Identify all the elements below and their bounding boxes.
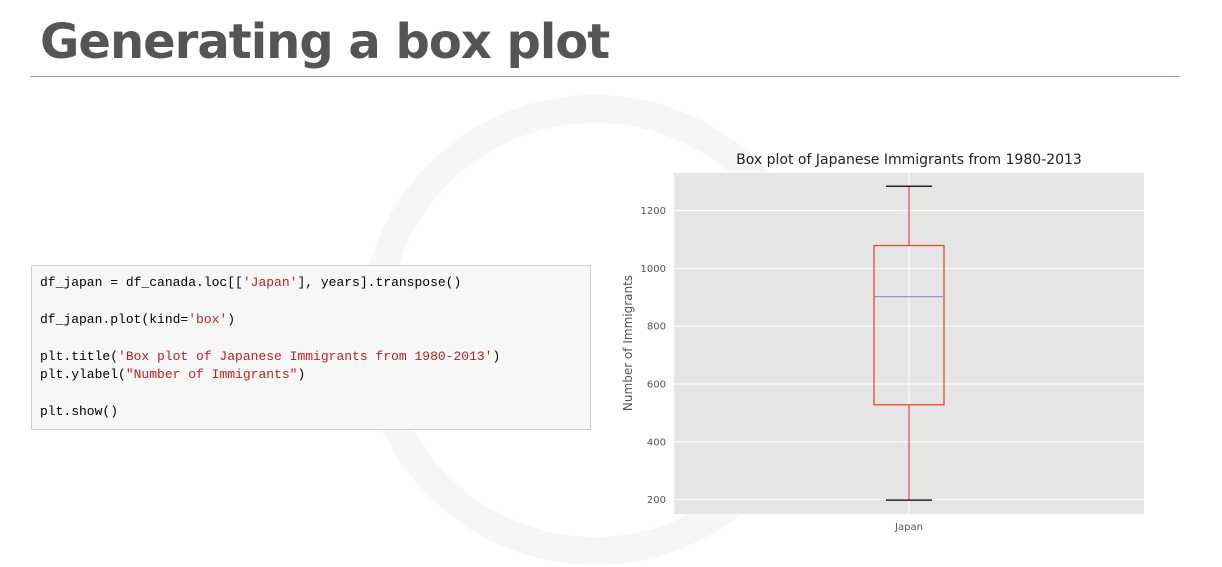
code-line-5: plt.show() [40, 404, 119, 419]
code-cell: df_japan = df_canada.loc[['Japan'], year… [31, 265, 591, 430]
y-axis-label: Number of Immigrants [621, 275, 635, 411]
y-tick-label: 600 [647, 379, 666, 390]
code-line-4: plt.ylabel("Number of Immigrants") [40, 367, 306, 382]
code-line-1: df_japan = df_canada.loc[['Japan'], year… [40, 275, 462, 290]
x-tick-label: Japan [894, 522, 923, 533]
title-divider [30, 76, 1180, 77]
iqr-box [873, 244, 945, 406]
chart-title: Box plot of Japanese Immigrants from 198… [736, 152, 1082, 168]
y-tick-label: 800 [647, 322, 666, 333]
slide-title: Generating a box plot [40, 14, 610, 70]
code-line-2: df_japan.plot(kind='box') [40, 312, 236, 327]
y-tick-label: 200 [647, 495, 666, 506]
box-plot-chart: Box plot of Japanese Immigrants from 198… [621, 152, 1144, 533]
code-line-3: plt.title('Box plot of Japanese Immigran… [40, 349, 501, 364]
y-tick-label: 1200 [641, 206, 666, 217]
y-tick-label: 1000 [641, 264, 666, 275]
y-tick-label: 400 [647, 437, 666, 448]
